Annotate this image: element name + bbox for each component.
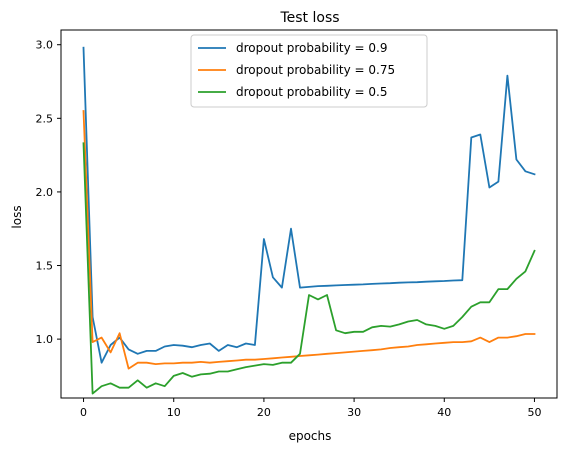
x-tick-label: 20 xyxy=(257,406,271,419)
x-axis-label: epochs xyxy=(289,429,332,443)
series-line-1 xyxy=(82,110,536,370)
y-tick-label: 2.0 xyxy=(36,186,54,199)
y-tick-label: 2.5 xyxy=(36,112,54,125)
legend-label-0: dropout probability = 0.9 xyxy=(236,41,388,55)
x-tick-label: 10 xyxy=(167,406,181,419)
y-axis-label: loss xyxy=(10,205,24,228)
legend: dropout probability = 0.9 dropout probabi… xyxy=(190,34,428,108)
legend-label-2: dropout probability = 0.5 xyxy=(236,85,388,99)
ticks-layer: 0 10 20 30 40 50 1.0 1.5 2.0 2.5 3.0 xyxy=(36,39,542,419)
axes-layer xyxy=(60,29,558,399)
chart-title: Test loss xyxy=(279,10,339,26)
legend-label-1: dropout probability = 0.75 xyxy=(236,63,395,77)
series-line-2 xyxy=(82,142,536,395)
y-tick-label: 1.0 xyxy=(36,333,54,346)
x-tick-label: 50 xyxy=(527,406,541,419)
legend-box xyxy=(190,34,428,108)
series-layer xyxy=(82,46,536,395)
series-line-0 xyxy=(82,46,536,364)
plot-frame xyxy=(60,29,558,399)
y-tick-label: 1.5 xyxy=(36,260,54,273)
y-tick-label: 3.0 xyxy=(36,39,54,52)
x-tick-label: 0 xyxy=(80,406,87,419)
x-tick-label: 40 xyxy=(437,406,451,419)
x-tick-label: 30 xyxy=(347,406,361,419)
